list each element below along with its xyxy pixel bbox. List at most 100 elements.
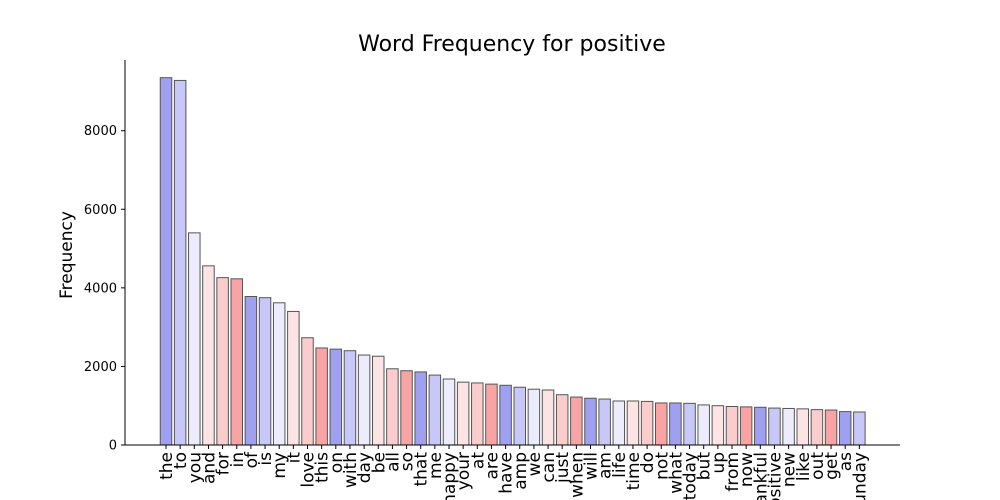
x-tick-label: in: [228, 452, 248, 468]
bar-new: [782, 407, 795, 446]
bar-now: [739, 406, 753, 446]
bar-so: [400, 370, 413, 446]
x-tick-label: so: [398, 452, 418, 471]
x-tick-label: me: [426, 452, 446, 479]
x-tick-label: today: [681, 452, 701, 500]
x-tick-label: day: [355, 452, 375, 483]
bar-at: [471, 382, 484, 446]
bar-have: [499, 384, 512, 446]
x-tick-label: am: [596, 452, 616, 479]
x-tick-label: now: [737, 452, 757, 487]
x-tick-label: to: [171, 452, 191, 469]
x-tick-label: on: [327, 452, 347, 473]
x-tick-label: life: [610, 452, 630, 478]
bar-when: [570, 396, 583, 446]
x-tick-label: this: [313, 452, 333, 483]
bar-of: [244, 296, 258, 446]
x-tick-label: the: [157, 452, 177, 480]
bar-you: [188, 232, 201, 446]
bar-on: [329, 348, 343, 446]
x-tick-label: out: [808, 452, 828, 480]
bar-that: [414, 371, 427, 446]
y-axis-ticks: 0 2000 4000 6000 8000: [84, 124, 125, 454]
bar-get: [824, 409, 838, 446]
x-tick-label: new: [780, 452, 800, 487]
x-tick-label: at: [468, 452, 488, 469]
x-tick-label: your: [454, 452, 474, 490]
bars-group: [159, 77, 866, 446]
bar-to: [173, 79, 187, 446]
x-tick-label: we: [525, 452, 545, 476]
x-tick-label: my: [270, 452, 290, 479]
x-tick-label: not: [652, 452, 672, 480]
bar-with: [343, 350, 357, 446]
bar-do: [640, 400, 654, 446]
bar-is: [258, 297, 272, 446]
chart-title: Word Frequency for positive: [358, 32, 666, 57]
x-tick-label: positive: [765, 452, 785, 500]
x-tick-label: is: [256, 452, 276, 466]
bar-thankful: [754, 406, 767, 446]
x-tick-label: sunday: [850, 452, 870, 500]
x-tick-label: like: [794, 452, 814, 481]
y-tick-label: 2000: [84, 360, 117, 375]
bar-this: [315, 347, 328, 446]
x-tick-label: time: [624, 452, 644, 490]
bar-out: [810, 409, 824, 446]
x-tick-label: will: [582, 452, 602, 480]
bar-and: [202, 265, 215, 446]
x-tick-label: get: [822, 452, 842, 480]
x-tick-label: have: [497, 452, 517, 494]
x-tick-label: you: [185, 452, 205, 483]
y-tick-label: 0: [109, 439, 117, 454]
y-tick-label: 8000: [84, 124, 117, 139]
x-tick-label: all: [383, 452, 403, 472]
x-tick-label: can: [539, 452, 559, 483]
bar-time: [626, 400, 640, 446]
x-tick-label: do: [638, 452, 658, 473]
bar-amp: [513, 386, 526, 446]
x-tick-label: when: [567, 452, 587, 498]
bar-for: [216, 277, 229, 446]
bar-all: [386, 368, 399, 446]
bar-but: [697, 404, 710, 446]
bar-life: [612, 400, 626, 446]
bar-not: [655, 402, 668, 446]
bar-me: [428, 374, 442, 446]
bar-are: [485, 383, 498, 446]
bar-we: [527, 388, 541, 446]
x-tick-label: just: [553, 452, 573, 484]
bar-day: [357, 354, 371, 446]
x-tick-label: happy: [440, 452, 460, 500]
y-tick-label: 4000: [84, 281, 117, 296]
x-tick-label: for: [214, 452, 234, 475]
x-tick-label: up: [709, 452, 729, 474]
x-tick-label: love: [299, 452, 319, 488]
bar-positive: [768, 407, 781, 446]
x-tick-label: but: [695, 452, 715, 481]
x-tick-label: what: [666, 452, 686, 494]
bar-it: [287, 310, 300, 446]
y-axis-label: Frequency: [57, 211, 77, 299]
bar-be: [372, 355, 385, 446]
bar-just: [555, 394, 569, 446]
bar-am: [598, 398, 611, 446]
bar-like: [796, 408, 809, 446]
bar-will: [584, 397, 597, 446]
bar-can: [541, 389, 555, 446]
x-tick-label: as: [836, 452, 856, 471]
bar-love: [301, 337, 314, 446]
bar-what: [669, 402, 682, 446]
x-axis-ticks: thetoyouandforinofismyitlovethisonwithda…: [157, 445, 870, 500]
bar-up: [711, 405, 725, 446]
bar-sunday: [853, 411, 866, 446]
bar-your: [456, 381, 470, 446]
x-tick-label: of: [242, 451, 262, 468]
y-tick-label: 6000: [84, 203, 117, 218]
bar-my: [272, 302, 286, 446]
bar-the: [159, 77, 173, 446]
bar-today: [683, 402, 696, 446]
bar-in: [230, 278, 243, 446]
x-tick-label: are: [482, 452, 502, 480]
